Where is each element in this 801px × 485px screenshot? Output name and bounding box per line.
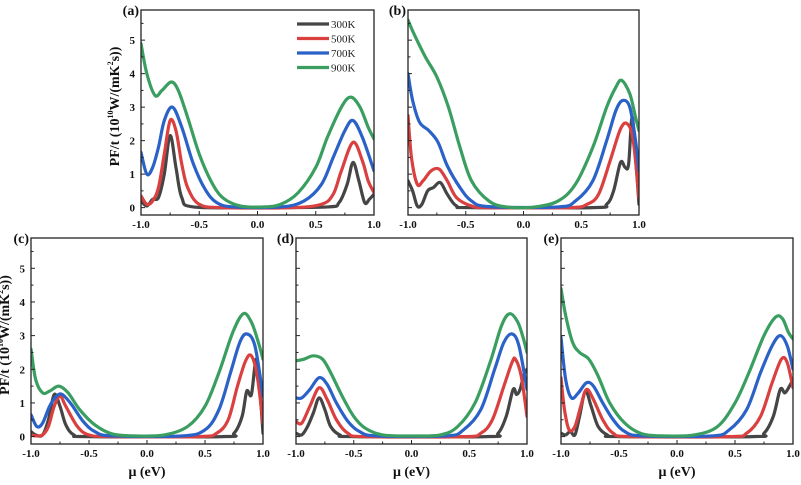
panel-d: -1.0 -0.5 0.0 0.5 1.0 (d) μ (eV) — [277, 232, 535, 480]
plot-area — [408, 18, 639, 210]
series-line-700K — [561, 334, 793, 439]
x-tick-label: 0.0 — [670, 448, 684, 460]
y-tick-label: 3 — [130, 102, 136, 114]
x-tick-label: 0.0 — [140, 448, 154, 460]
panel-label: (c) — [13, 232, 29, 247]
plot-area — [31, 311, 263, 439]
x-tick-label: -1.0 — [552, 448, 570, 460]
legend: 300K 500K 700K 900K — [297, 19, 356, 75]
legend-label-300K: 300K — [331, 19, 356, 31]
x-tick-label: -1.0 — [399, 219, 417, 231]
series-line-700K — [141, 105, 374, 210]
plot-area — [296, 312, 527, 439]
x-tick-label: -0.5 — [457, 219, 475, 231]
x-axis-label: μ (eV) — [393, 465, 430, 480]
series-line-500K — [31, 353, 263, 439]
x-tick-label: 1.0 — [367, 219, 381, 231]
panel-e: -1.0 -0.5 0.0 0.5 1.0 (e) μ (eV) — [543, 232, 800, 480]
panel-label: (b) — [389, 4, 406, 19]
y-tick-label: 4 — [130, 69, 136, 81]
series-line-900K — [31, 311, 263, 438]
series-line-900K — [296, 312, 527, 438]
y-tick-label: 5 — [20, 263, 26, 275]
plot-area — [141, 41, 374, 210]
x-tick-label: 0.5 — [728, 448, 742, 460]
y-tick-label: 1 — [130, 169, 136, 181]
x-tick-label: 0.0 — [251, 219, 265, 231]
panel-c: -1.0 -0.5 0.0 0.5 1.0 0 1 2 3 4 5 (c) PF/t (1010W/(m… — [0, 232, 270, 480]
panel-label: (d) — [277, 232, 294, 247]
panel-label: (a) — [123, 4, 140, 19]
x-tick-label: 0.0 — [405, 448, 419, 460]
y-tick-label: 2 — [20, 364, 26, 376]
panel-label: (e) — [543, 232, 559, 247]
x-tick-label: 0.5 — [198, 448, 212, 460]
y-tick-label: 1 — [20, 398, 26, 410]
x-tick-label: 1.0 — [256, 448, 270, 460]
panel-a: -1.0 -0.5 0.0 0.5 1.0 0 1 2 3 4 5 (a) PF/t (1010W/(m… — [106, 4, 381, 231]
y-tick-label: 4 — [20, 297, 26, 309]
x-tick-label: 1.0 — [520, 448, 534, 460]
y-tick-label: 5 — [130, 35, 136, 47]
y-tick-label: 0 — [20, 432, 26, 444]
x-tick-label: 1.0 — [786, 448, 800, 460]
panel-b: -1.0 -0.5 0.0 0.5 1.0 (b) — [389, 4, 647, 231]
legend-label-700K: 700K — [331, 48, 356, 60]
series-line-700K — [296, 332, 527, 439]
legend-label-900K: 900K — [331, 63, 356, 75]
x-tick-label: -1.0 — [132, 219, 150, 231]
x-axis-label: μ (eV) — [128, 465, 165, 480]
x-tick-label: -0.5 — [345, 448, 363, 460]
x-tick-label: 0.5 — [462, 448, 476, 460]
axes-frame — [560, 237, 794, 445]
x-tick-label: 0.0 — [517, 219, 531, 231]
x-tick-label: 1.0 — [632, 219, 646, 231]
series-line-500K — [561, 355, 793, 439]
x-tick-label: -0.5 — [80, 448, 98, 460]
y-axis-label: PF/t (1010W/(mK2s))PF/t (10¹⁰W/(mK²s)) — [106, 46, 123, 166]
series-line-900K — [408, 18, 639, 210]
series-line-300K — [408, 115, 639, 210]
axes-frame — [295, 237, 528, 445]
y-tick-label: 2 — [130, 136, 136, 148]
series-line-700K — [31, 332, 263, 439]
series-line-900K — [561, 286, 793, 438]
x-tick-label: -0.5 — [610, 448, 628, 460]
x-tick-label: -0.5 — [191, 219, 209, 231]
legend-label-500K: 500K — [331, 34, 356, 46]
plot-area — [561, 286, 793, 439]
series-line-300K — [561, 377, 793, 439]
series-line-500K — [408, 113, 639, 210]
x-tick-label: 0.5 — [574, 219, 588, 231]
x-tick-label: 0.5 — [309, 219, 323, 231]
series-line-500K — [141, 117, 374, 210]
x-axis-label: μ (eV) — [658, 465, 695, 480]
x-tick-label: -1.0 — [287, 448, 305, 460]
y-tick-label: 0 — [130, 203, 136, 215]
y-axis-label: PF/t (1010W/(mK2s))PF/t (10¹⁰W/(mK²s)) — [0, 275, 13, 395]
x-tick-label: -1.0 — [22, 448, 40, 460]
series-line-900K — [141, 41, 374, 209]
y-tick-label: 3 — [20, 331, 26, 343]
